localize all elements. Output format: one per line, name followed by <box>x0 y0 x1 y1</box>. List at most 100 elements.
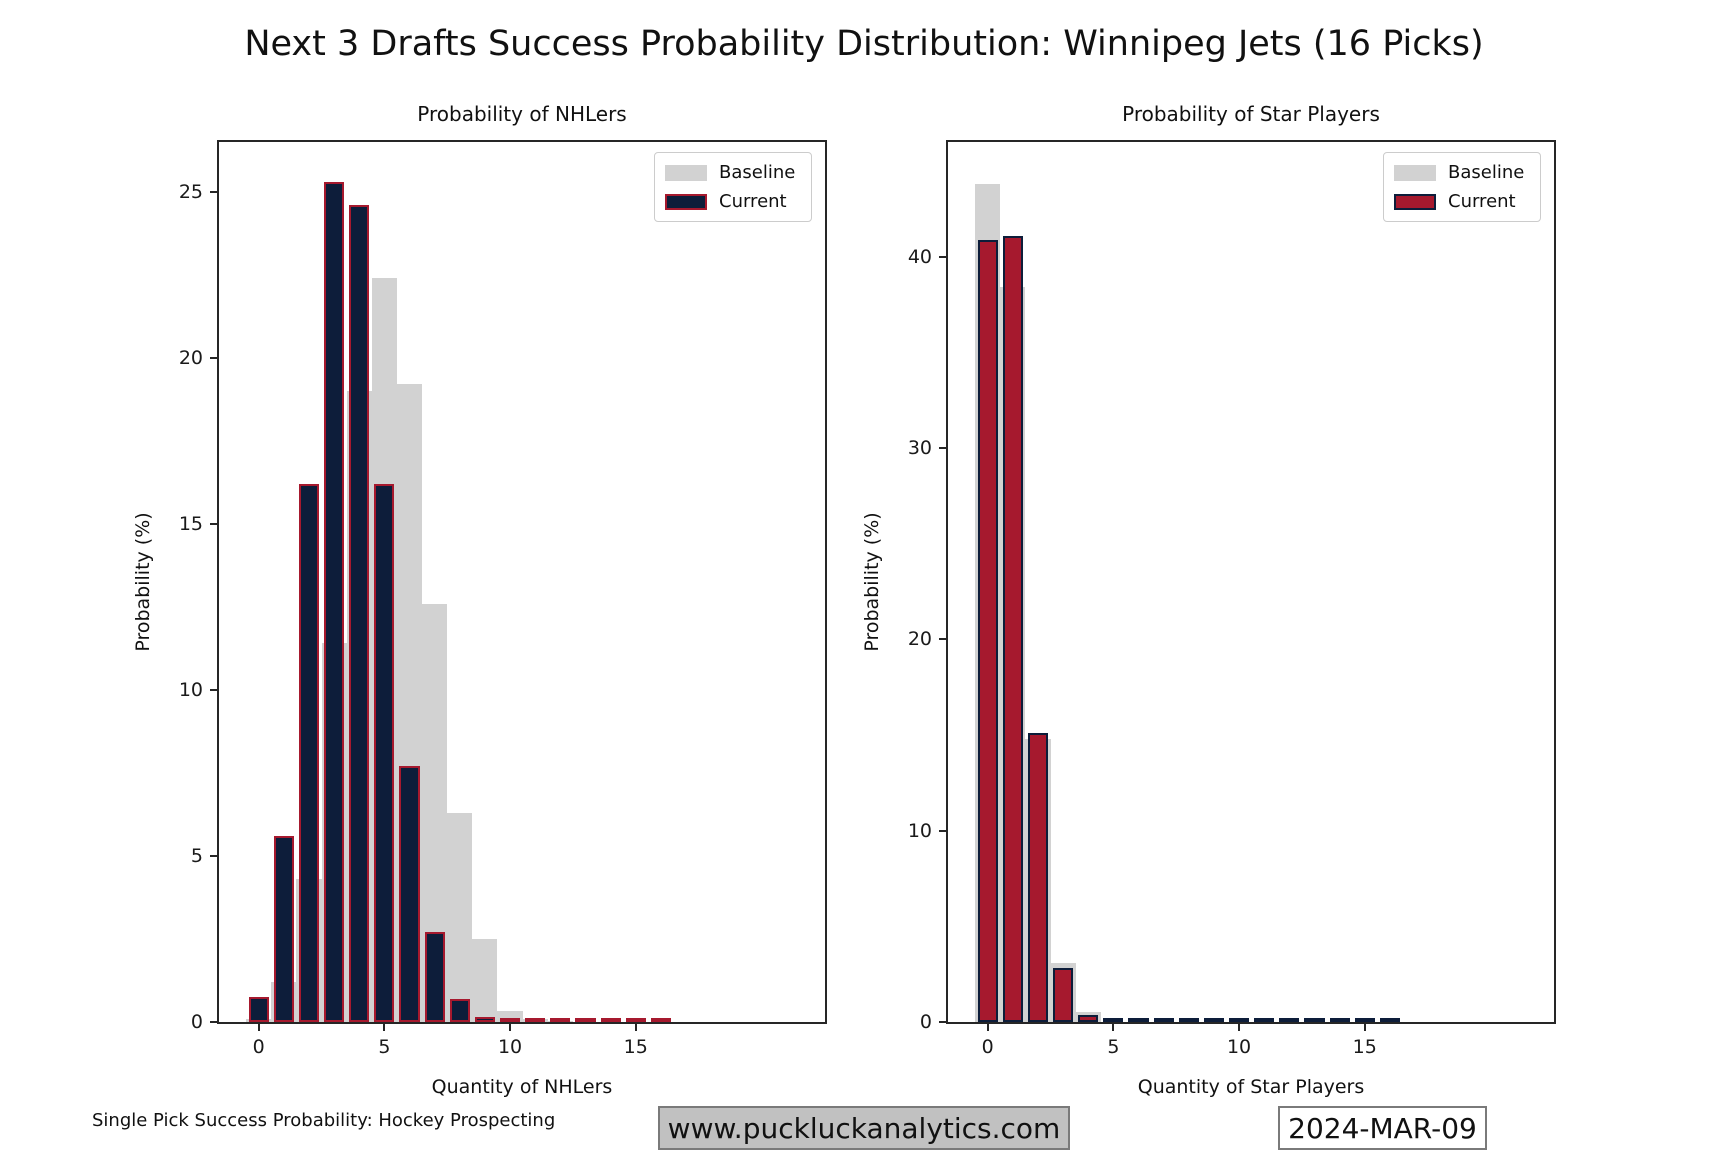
website-box: www.puckluckanalytics.com <box>658 1106 1070 1150</box>
y-tick-5 <box>210 854 218 857</box>
current-bar-x16 <box>1379 1018 1400 1022</box>
x-tick-label-10: 10 <box>1226 1036 1252 1058</box>
current-bar-x0 <box>248 997 269 1022</box>
current-bar-x8 <box>1178 1018 1199 1022</box>
footer-note: Single Pick Success Probability: Hockey … <box>92 1110 556 1131</box>
current-bar-x15 <box>625 1018 646 1022</box>
current-bar-x4 <box>1078 1015 1099 1022</box>
x-tick-0 <box>986 1023 989 1031</box>
current-bar-x3 <box>1053 968 1074 1022</box>
date-text: 2024-MAR-09 <box>1288 1111 1477 1145</box>
current-bar-x5 <box>1103 1018 1124 1022</box>
x-tick-5 <box>383 1023 386 1031</box>
y-tick-20 <box>939 638 947 641</box>
x-tick-label-10: 10 <box>497 1036 523 1058</box>
x-tick-10 <box>1238 1023 1241 1031</box>
x-axis-label-nhlers: Quantity of NHLers <box>431 1076 613 1098</box>
y-tick-label-10: 10 <box>178 678 203 701</box>
current-bar-x2 <box>298 484 320 1022</box>
current-bar-x1 <box>1002 235 1023 1022</box>
y-tick-label-5: 5 <box>190 844 203 867</box>
baseline-bar-x10 <box>497 1011 523 1022</box>
x-tick-0 <box>257 1023 260 1031</box>
legend-star-players: Baseline Current <box>1383 152 1541 222</box>
page-title: Next 3 Drafts Success Probability Distri… <box>244 24 1484 64</box>
current-bar-x7 <box>424 932 445 1022</box>
current-bar-x16 <box>650 1018 671 1022</box>
current-bar-x12 <box>1279 1018 1300 1022</box>
current-bar-x9 <box>474 1017 495 1022</box>
y-axis-label-nhlers: Probability (%) <box>132 512 154 652</box>
baseline-swatch <box>665 164 707 181</box>
y-tick-label-30: 30 <box>907 437 932 460</box>
plot-nhlers: Probability of NHLers Probability (%) 0 5… <box>132 102 827 1098</box>
legend-label-current: Current <box>1448 191 1516 212</box>
x-tick-label-15: 15 <box>1352 1036 1377 1058</box>
current-bar-x10 <box>500 1018 521 1022</box>
bars-star-players <box>948 142 1554 1022</box>
y-tick-20 <box>210 356 218 359</box>
current-bar-x1 <box>273 836 294 1022</box>
y-tick-40 <box>939 255 947 258</box>
current-bar-x3 <box>324 181 345 1022</box>
current-swatch <box>1394 193 1436 210</box>
current-bar-x11 <box>1254 1018 1275 1022</box>
plot-title-star-players: Probability of Star Players <box>1122 102 1380 126</box>
legend-row-current: Current <box>1394 191 1530 212</box>
y-tick-10 <box>210 688 218 691</box>
website-text: www.puckluckanalytics.com <box>667 1111 1061 1145</box>
legend-label-current: Current <box>719 191 787 212</box>
current-bar-x6 <box>399 766 420 1022</box>
ticks-nhlers: 0 5 10 15 0 5 10 15 20 25 <box>179 142 825 1058</box>
x-tick-label-5: 5 <box>1107 1036 1120 1058</box>
legend-nhlers: Baseline Current <box>654 152 812 222</box>
plot-star-players: Probability of Star Players Probability … <box>861 102 1556 1098</box>
current-bar-x8 <box>449 998 470 1022</box>
current-bar-x15 <box>1354 1018 1375 1022</box>
y-tick-15 <box>210 522 218 525</box>
legend-row-baseline: Baseline <box>665 162 801 183</box>
y-tick-0 <box>939 1021 947 1023</box>
y-tick-0 <box>210 1021 218 1023</box>
current-bar-x9 <box>1203 1018 1224 1022</box>
date-box: 2024-MAR-09 <box>1278 1106 1487 1150</box>
current-bar-x11 <box>525 1018 546 1022</box>
legend-label-baseline: Baseline <box>1448 162 1525 183</box>
baseline-bar-x9 <box>472 938 498 1022</box>
y-tick-label-0: 0 <box>190 1011 203 1033</box>
baseline-bar-x8 <box>447 812 473 1022</box>
y-tick-10 <box>939 829 947 832</box>
x-tick-label-0: 0 <box>252 1036 265 1058</box>
current-bar-x4 <box>349 205 370 1022</box>
x-axis-label-star-players: Quantity of Star Players <box>1137 1076 1365 1098</box>
x-tick-label-0: 0 <box>981 1036 994 1058</box>
x-tick-label-5: 5 <box>378 1036 391 1058</box>
current-bar-x0 <box>977 239 998 1022</box>
x-tick-15 <box>1363 1023 1366 1031</box>
y-tick-label-20: 20 <box>178 346 203 369</box>
current-swatch <box>665 193 707 210</box>
current-bar-x7 <box>1153 1018 1174 1022</box>
y-axis-label-star-players: Probability (%) <box>861 512 883 652</box>
current-bar-x13 <box>575 1018 596 1022</box>
current-bar-x2 <box>1027 733 1049 1022</box>
current-bar-x6 <box>1128 1018 1149 1022</box>
y-tick-label-0: 0 <box>919 1011 932 1033</box>
x-tick-10 <box>509 1023 512 1031</box>
legend-row-current: Current <box>665 191 801 212</box>
x-tick-label-15: 15 <box>623 1036 648 1058</box>
y-tick-label-40: 40 <box>907 245 932 268</box>
y-tick-label-20: 20 <box>907 628 932 651</box>
current-bar-x10 <box>1229 1018 1250 1022</box>
current-bar-x12 <box>550 1018 571 1022</box>
y-tick-30 <box>939 447 947 450</box>
legend-label-baseline: Baseline <box>719 162 796 183</box>
plot-title-nhlers: Probability of NHLers <box>417 102 627 126</box>
x-tick-5 <box>1112 1023 1115 1031</box>
y-tick-label-10: 10 <box>907 819 932 842</box>
y-tick-label-25: 25 <box>178 180 203 203</box>
current-bar-x14 <box>1329 1018 1350 1022</box>
baseline-swatch <box>1394 164 1436 181</box>
legend-row-baseline: Baseline <box>1394 162 1530 183</box>
